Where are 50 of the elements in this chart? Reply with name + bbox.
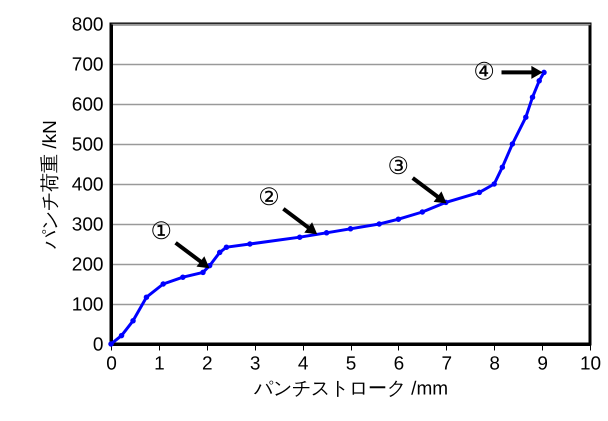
- point: [324, 230, 330, 236]
- annotation: ④: [473, 58, 495, 86]
- y-tick-label: 500: [72, 134, 104, 156]
- point: [247, 241, 253, 247]
- point: [530, 94, 536, 100]
- annotation: ③: [388, 153, 410, 180]
- x-axis-title: パンチストローク /mm: [252, 378, 448, 400]
- x-tick-label: 9: [537, 354, 548, 374]
- point: [536, 78, 542, 84]
- x-tick-label: 0: [106, 354, 117, 374]
- point: [180, 274, 186, 280]
- point: [224, 244, 230, 250]
- point: [144, 294, 150, 300]
- y-axis-title: パンチ荷重 /kN: [40, 120, 61, 250]
- x-tick-label: 2: [202, 354, 213, 374]
- point: [200, 270, 206, 276]
- y-tick-label: 200: [72, 254, 104, 276]
- y-tick-label: 0: [92, 334, 104, 356]
- point: [118, 332, 124, 338]
- point: [420, 209, 426, 215]
- point: [348, 226, 354, 232]
- x-tick-label: 4: [298, 354, 309, 374]
- y-tick-label: 300: [72, 214, 104, 236]
- y-tick-label: 700: [72, 54, 104, 76]
- x-tick-label: 5: [346, 354, 356, 374]
- point: [376, 221, 382, 227]
- y-tick-label: 100: [72, 294, 104, 316]
- annotation: ②: [258, 184, 280, 211]
- point: [541, 70, 547, 76]
- point: [296, 234, 302, 240]
- x-tick-label: 3: [250, 354, 260, 374]
- y-tick-label: 400: [72, 174, 104, 196]
- y-tick-label: 800: [72, 14, 104, 36]
- x-tick-label: 6: [394, 354, 404, 374]
- point: [510, 141, 516, 147]
- point: [216, 250, 222, 256]
- point: [523, 114, 529, 120]
- y-tick-label: 600: [72, 94, 104, 116]
- point: [396, 216, 402, 222]
- point: [476, 190, 482, 196]
- point: [130, 318, 136, 324]
- x-tick-label: 7: [442, 354, 452, 374]
- point: [500, 164, 506, 170]
- x-tick-label: 8: [489, 354, 500, 374]
- point: [108, 341, 114, 347]
- annotation: ①: [150, 218, 172, 245]
- x-tick-label: 10: [580, 354, 602, 374]
- point: [491, 181, 497, 187]
- x-tick-label: 1: [154, 354, 165, 374]
- point: [160, 281, 166, 287]
